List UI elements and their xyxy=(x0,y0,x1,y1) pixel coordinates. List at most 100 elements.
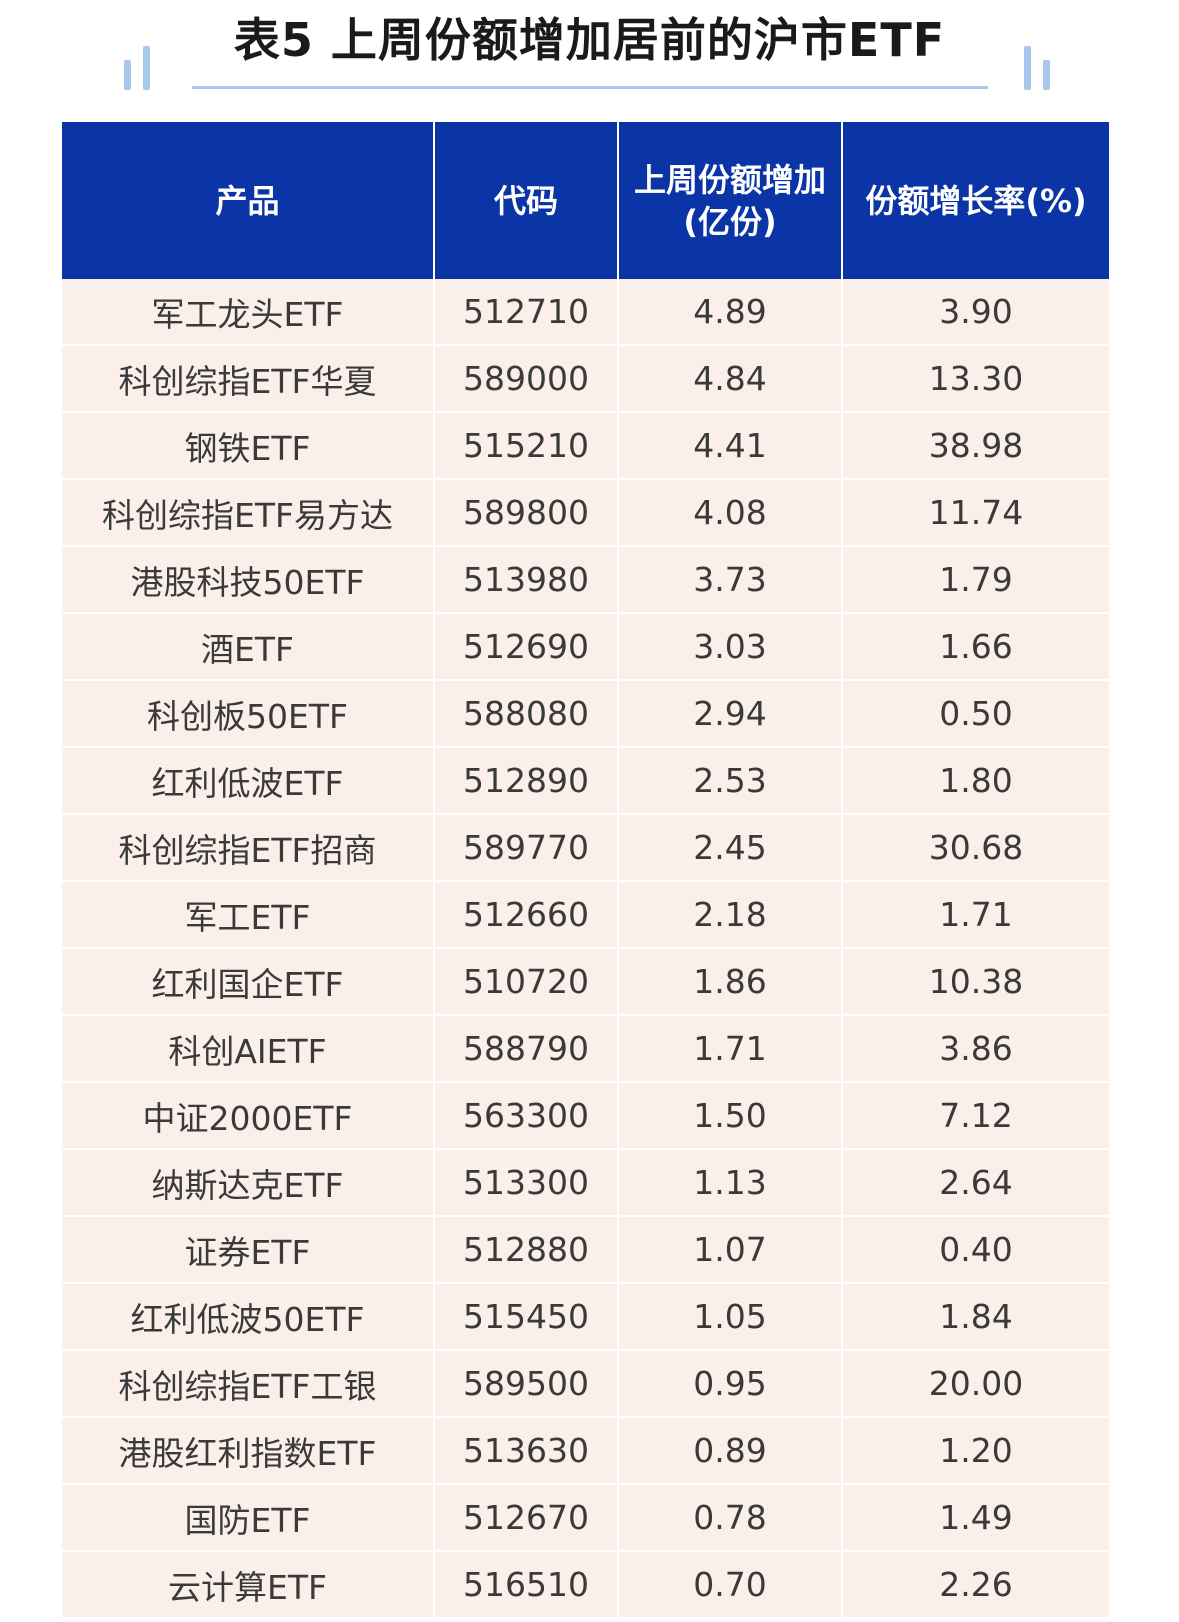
cell: 1.49 xyxy=(842,1484,1109,1552)
cell: 3.73 xyxy=(618,546,843,614)
cell: 4.08 xyxy=(618,479,843,547)
cell: 3.86 xyxy=(842,1015,1109,1083)
cell: 0.78 xyxy=(618,1484,843,1552)
cell: 10.38 xyxy=(842,948,1109,1016)
table-row: 军工ETF 512660 2.18 1.71 xyxy=(62,881,1109,949)
cell: 2.53 xyxy=(618,747,843,815)
cell: 0.95 xyxy=(618,1350,843,1418)
table-row: 中证2000ETF 563300 1.50 7.12 xyxy=(62,1082,1109,1150)
cell: 1.66 xyxy=(842,613,1109,681)
cell: 589770 xyxy=(434,814,619,882)
cell: 1.50 xyxy=(618,1082,843,1150)
column-header: 份额增长率(%) xyxy=(842,122,1109,279)
cell: 1.80 xyxy=(842,747,1109,815)
cell: 4.41 xyxy=(618,412,843,480)
cell: 1.71 xyxy=(842,881,1109,949)
cell: 512890 xyxy=(434,747,619,815)
cell: 515210 xyxy=(434,412,619,480)
cell: 513630 xyxy=(434,1417,619,1485)
cell: 1.79 xyxy=(842,546,1109,614)
cell: 2.26 xyxy=(842,1551,1109,1619)
table-row: 红利低波50ETF 515450 1.05 1.84 xyxy=(62,1283,1109,1351)
cell: 0.89 xyxy=(618,1417,843,1485)
cell: 1.84 xyxy=(842,1283,1109,1351)
cell: 军工龙头ETF xyxy=(62,279,435,346)
cell: 589500 xyxy=(434,1350,619,1418)
cell: 科创综指ETF招商 xyxy=(62,814,435,882)
table-row: 国防ETF 512670 0.78 1.49 xyxy=(62,1484,1109,1552)
cell: 钢铁ETF xyxy=(62,412,435,480)
cell: 港股红利指数ETF xyxy=(62,1417,435,1485)
cell: 0.40 xyxy=(842,1216,1109,1284)
header-line: 代码 xyxy=(493,181,558,220)
table-row: 纳斯达克ETF 513300 1.13 2.64 xyxy=(62,1149,1109,1217)
cell: 510720 xyxy=(434,948,619,1016)
title-rule xyxy=(192,86,988,89)
header-line: 产品 xyxy=(215,181,280,220)
header-line: 上周份额增加 xyxy=(633,160,826,199)
cell: 1.07 xyxy=(618,1216,843,1284)
cell: 2.94 xyxy=(618,680,843,748)
cell: 1.13 xyxy=(618,1149,843,1217)
table-row: 酒ETF 512690 3.03 1.66 xyxy=(62,613,1109,681)
title: 表5 上周份额增加居前的沪市ETF xyxy=(233,13,946,67)
cell: 科创板50ETF xyxy=(62,680,435,748)
header-row: 产品 代码 上周份额增加 (亿份) 份额增长率(%) xyxy=(62,122,1109,279)
cell: 红利国企ETF xyxy=(62,948,435,1016)
cell: 云计算ETF xyxy=(62,1551,435,1619)
cell: 30.68 xyxy=(842,814,1109,882)
cell: 3.90 xyxy=(842,279,1109,346)
table-row: 科创综指ETF招商 589770 2.45 30.68 xyxy=(62,814,1109,882)
cell: 512670 xyxy=(434,1484,619,1552)
cell: 0.70 xyxy=(618,1551,843,1619)
cell: 515450 xyxy=(434,1283,619,1351)
cell: 7.12 xyxy=(842,1082,1109,1150)
table-row: 红利国企ETF 510720 1.86 10.38 xyxy=(62,948,1109,1016)
table-row: 科创综指ETF华夏 589000 4.84 13.30 xyxy=(62,345,1109,413)
cell: 589800 xyxy=(434,479,619,547)
cell: 4.84 xyxy=(618,345,843,413)
column-header: 上周份额增加 (亿份) xyxy=(618,122,843,279)
decor-bar xyxy=(1024,46,1031,90)
table-row: 证券ETF 512880 1.07 0.40 xyxy=(62,1216,1109,1284)
cell: 513980 xyxy=(434,546,619,614)
cell: 科创综指ETF易方达 xyxy=(62,479,435,547)
cell: 红利低波50ETF xyxy=(62,1283,435,1351)
decor-bar xyxy=(124,60,131,90)
etf-table: 产品 代码 上周份额增加 (亿份) 份额增长率(%) 军工龙头ETF 512710 4.89… xyxy=(62,122,1109,1619)
table-row: 科创板50ETF 588080 2.94 0.50 xyxy=(62,680,1109,748)
cell: 中证2000ETF xyxy=(62,1082,435,1150)
cell: 1.86 xyxy=(618,948,843,1016)
cell: 科创AIETF xyxy=(62,1015,435,1083)
table-row: 科创AIETF 588790 1.71 3.86 xyxy=(62,1015,1109,1083)
header-line: (亿份) xyxy=(683,202,777,241)
cell: 军工ETF xyxy=(62,881,435,949)
decor-bar xyxy=(143,46,150,90)
cell: 512710 xyxy=(434,279,619,346)
cell: 1.20 xyxy=(842,1417,1109,1485)
decor-bar xyxy=(1043,60,1050,90)
cell: 港股科技50ETF xyxy=(62,546,435,614)
table-row: 云计算ETF 516510 0.70 2.26 xyxy=(62,1551,1109,1619)
column-header: 代码 xyxy=(434,122,619,279)
cell: 13.30 xyxy=(842,345,1109,413)
cell: 512880 xyxy=(434,1216,619,1284)
table-row: 科创综指ETF工银 589500 0.95 20.00 xyxy=(62,1350,1109,1418)
cell: 563300 xyxy=(434,1082,619,1150)
cell: 3.03 xyxy=(618,613,843,681)
column-header: 产品 xyxy=(62,122,435,279)
table-row: 港股红利指数ETF 513630 0.89 1.20 xyxy=(62,1417,1109,1485)
cell: 纳斯达克ETF xyxy=(62,1149,435,1217)
cell: 20.00 xyxy=(842,1350,1109,1418)
cell: 1.05 xyxy=(618,1283,843,1351)
table-row: 港股科技50ETF 513980 3.73 1.79 xyxy=(62,546,1109,614)
cell: 512690 xyxy=(434,613,619,681)
cell: 1.71 xyxy=(618,1015,843,1083)
cell: 证券ETF xyxy=(62,1216,435,1284)
table-row: 军工龙头ETF 512710 4.89 3.90 xyxy=(62,279,1109,346)
table-body: 军工龙头ETF 512710 4.89 3.90 科创综指ETF华夏 589000 4.84… xyxy=(62,279,1109,1619)
cell: 38.98 xyxy=(842,412,1109,480)
cell: 国防ETF xyxy=(62,1484,435,1552)
table-row: 红利低波ETF 512890 2.53 1.80 xyxy=(62,747,1109,815)
